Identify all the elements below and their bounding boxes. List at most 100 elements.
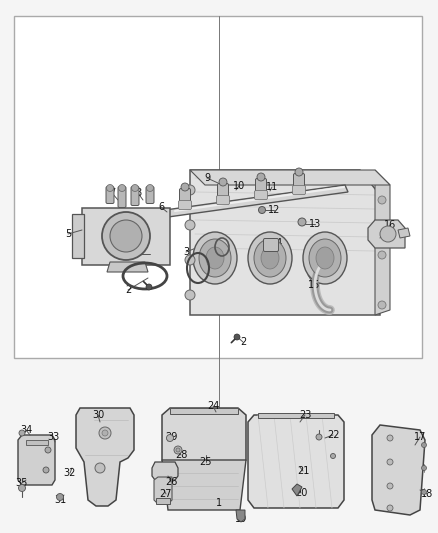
FancyBboxPatch shape <box>131 187 139 206</box>
Circle shape <box>146 284 152 290</box>
Circle shape <box>219 178 227 186</box>
Circle shape <box>166 434 173 441</box>
Polygon shape <box>152 462 178 480</box>
Text: 7: 7 <box>109 188 115 198</box>
Circle shape <box>19 430 25 436</box>
Ellipse shape <box>309 239 341 277</box>
Circle shape <box>45 447 51 453</box>
Text: 35: 35 <box>16 478 28 488</box>
Circle shape <box>378 196 386 204</box>
FancyBboxPatch shape <box>293 185 305 195</box>
Circle shape <box>185 185 195 195</box>
FancyBboxPatch shape <box>255 179 266 193</box>
Circle shape <box>387 505 393 511</box>
Circle shape <box>110 220 142 252</box>
Text: 18: 18 <box>421 489 433 499</box>
Text: 34: 34 <box>20 425 32 435</box>
Circle shape <box>421 442 427 448</box>
Polygon shape <box>398 228 410 238</box>
Circle shape <box>181 183 189 191</box>
Ellipse shape <box>248 232 292 284</box>
Circle shape <box>95 463 105 473</box>
Circle shape <box>387 459 393 465</box>
Bar <box>14 16 422 358</box>
FancyBboxPatch shape <box>146 187 154 204</box>
FancyBboxPatch shape <box>218 183 229 198</box>
Polygon shape <box>26 440 48 445</box>
Circle shape <box>176 448 180 452</box>
Circle shape <box>43 467 49 473</box>
Polygon shape <box>372 425 425 515</box>
Ellipse shape <box>206 247 224 269</box>
Text: 21: 21 <box>297 466 309 476</box>
Polygon shape <box>292 484 302 496</box>
Circle shape <box>380 226 396 242</box>
Polygon shape <box>236 510 245 522</box>
FancyBboxPatch shape <box>118 187 126 207</box>
Circle shape <box>106 184 113 191</box>
Circle shape <box>18 484 25 491</box>
Text: 20: 20 <box>295 488 307 498</box>
Circle shape <box>387 483 393 489</box>
Circle shape <box>295 168 303 176</box>
FancyBboxPatch shape <box>180 189 191 204</box>
Text: 19: 19 <box>235 514 247 524</box>
Ellipse shape <box>254 239 286 277</box>
Circle shape <box>102 212 150 260</box>
Ellipse shape <box>261 247 279 269</box>
Circle shape <box>57 494 64 500</box>
Ellipse shape <box>303 232 347 284</box>
Polygon shape <box>72 214 84 258</box>
Polygon shape <box>375 170 390 315</box>
Text: 3: 3 <box>183 247 189 257</box>
Polygon shape <box>248 415 344 508</box>
FancyBboxPatch shape <box>106 187 114 204</box>
Text: 25: 25 <box>200 457 212 467</box>
Text: 27: 27 <box>160 489 172 499</box>
Polygon shape <box>368 220 405 248</box>
Text: 23: 23 <box>299 410 311 420</box>
Polygon shape <box>76 408 134 506</box>
Polygon shape <box>154 477 172 504</box>
Circle shape <box>146 184 153 191</box>
Circle shape <box>131 184 138 191</box>
Polygon shape <box>170 408 238 414</box>
Circle shape <box>258 206 265 214</box>
Text: 10: 10 <box>233 181 245 191</box>
Text: 1: 1 <box>216 498 222 508</box>
Circle shape <box>421 465 427 471</box>
Text: 28: 28 <box>175 450 187 460</box>
Circle shape <box>298 218 306 226</box>
Polygon shape <box>156 498 170 504</box>
Polygon shape <box>190 170 390 185</box>
Text: 5: 5 <box>65 229 71 239</box>
Text: 26: 26 <box>165 477 177 487</box>
Circle shape <box>99 427 111 439</box>
Polygon shape <box>190 170 380 315</box>
Ellipse shape <box>193 232 237 284</box>
Circle shape <box>378 251 386 259</box>
FancyBboxPatch shape <box>293 174 304 189</box>
Polygon shape <box>162 460 246 510</box>
Polygon shape <box>258 413 334 418</box>
Text: 13: 13 <box>309 219 321 229</box>
Circle shape <box>331 454 336 458</box>
Polygon shape <box>162 408 246 468</box>
Text: 15: 15 <box>308 280 320 290</box>
FancyBboxPatch shape <box>216 196 230 205</box>
Text: 4: 4 <box>130 249 136 259</box>
Polygon shape <box>18 435 55 485</box>
Text: 30: 30 <box>92 410 104 420</box>
Text: 22: 22 <box>327 430 339 440</box>
Circle shape <box>119 184 126 191</box>
Ellipse shape <box>199 239 231 277</box>
Text: 9: 9 <box>204 173 210 183</box>
Text: 11: 11 <box>266 182 278 192</box>
Text: 14: 14 <box>271 238 283 248</box>
Circle shape <box>234 334 240 340</box>
Text: 8: 8 <box>135 188 141 198</box>
Text: 16: 16 <box>384 220 396 230</box>
Circle shape <box>378 301 386 309</box>
Text: 33: 33 <box>47 432 59 442</box>
Text: 2: 2 <box>125 285 131 295</box>
